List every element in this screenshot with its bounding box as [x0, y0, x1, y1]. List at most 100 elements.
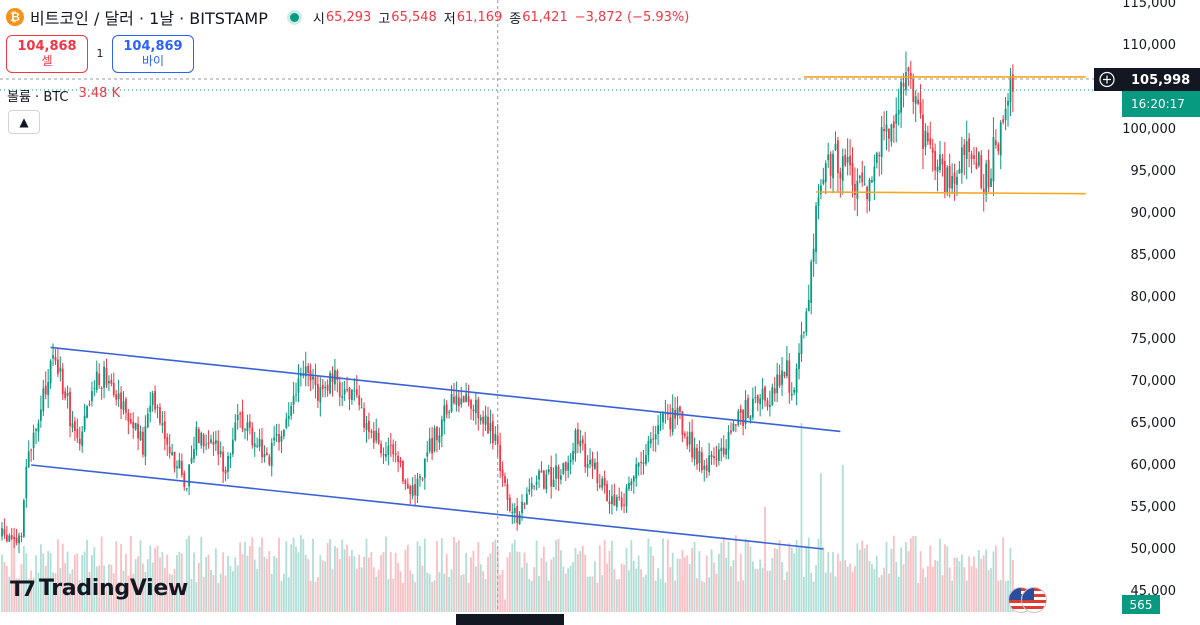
candle-body — [581, 439, 584, 444]
candle-body — [715, 458, 718, 460]
candle-body — [773, 388, 776, 394]
candle-body — [122, 401, 125, 411]
candle-body — [895, 113, 898, 124]
candle-body — [824, 163, 827, 183]
candle-body — [968, 138, 971, 152]
candle-body — [406, 483, 409, 489]
candle-body — [577, 429, 579, 445]
candle-body — [533, 485, 536, 487]
last-price-badge[interactable]: 105,998 16:20:17 — [1094, 68, 1200, 117]
level-bottom-line — [816, 191, 1086, 195]
plus-circle-icon[interactable] — [1099, 71, 1115, 88]
channel-lower-line — [31, 464, 824, 550]
candle-body — [71, 423, 74, 428]
ohlc-readout: 시 65,293 고 65,548 저 61,169 종 61,421 −3,872 (… — [313, 8, 696, 27]
candle-body — [771, 387, 774, 406]
candle-body — [652, 438, 655, 440]
candle-body — [829, 153, 832, 176]
candle-body — [659, 424, 662, 426]
candle-body — [676, 407, 679, 417]
tradingview-logo[interactable]: T7 TradingView — [10, 576, 188, 601]
candle-body — [317, 384, 319, 401]
candle-body — [713, 456, 715, 459]
channel-upper-line — [50, 346, 841, 433]
candle-body — [985, 163, 988, 195]
candle-body — [144, 426, 147, 457]
candle-body — [562, 463, 565, 474]
candle-body — [912, 79, 915, 102]
candle-body — [295, 394, 297, 396]
price-tick-label: 65,000 — [1131, 416, 1177, 431]
candle-body — [730, 430, 732, 433]
bitcoin-icon[interactable]: ₿ — [6, 8, 24, 26]
candle-body — [445, 404, 448, 415]
price-tick-label: 75,000 — [1131, 332, 1177, 347]
candle-body — [360, 407, 363, 409]
candle-body — [234, 422, 237, 441]
candle-body — [47, 382, 50, 396]
candle-body — [421, 478, 424, 480]
candle-body — [161, 422, 164, 426]
candle-body — [628, 483, 630, 489]
candle-body — [890, 124, 893, 142]
candle-body — [997, 144, 1000, 152]
logo-text: TradingView — [38, 576, 189, 601]
candle-body — [905, 72, 907, 91]
ohlc-close-key: 종 — [509, 11, 522, 27]
symbol-title[interactable]: 비트코인 / 달러 · 1날 · BITSTAMP — [30, 9, 268, 28]
candle-body — [467, 396, 470, 403]
candle-body — [348, 387, 351, 400]
candle-body — [285, 418, 288, 428]
candle-body — [438, 435, 441, 443]
buy-button[interactable]: 104,869 바이 — [112, 35, 194, 73]
candle-body — [474, 400, 477, 414]
candle-body — [484, 415, 487, 425]
sell-button[interactable]: 104,868 셀 — [6, 35, 88, 73]
volume-legend[interactable]: 볼륨 · BTC 3.48 K — [7, 86, 120, 105]
candle-body — [98, 373, 101, 386]
candle-body — [854, 183, 856, 195]
candle-body — [112, 382, 115, 396]
candle-body — [1009, 76, 1012, 103]
candle-body — [428, 438, 431, 452]
price-tick-label: 100,000 — [1122, 122, 1176, 137]
us-flag-icon-secondary[interactable] — [1021, 587, 1047, 613]
candle-body — [385, 454, 387, 457]
candle-body — [280, 435, 283, 442]
candle-body — [200, 432, 203, 446]
candle-body — [450, 394, 453, 412]
candle-body — [13, 536, 16, 540]
candle-body — [329, 373, 331, 394]
candle-body — [462, 396, 465, 403]
candle-body — [261, 439, 263, 458]
candle-body — [710, 454, 713, 458]
candle-body — [292, 395, 295, 405]
candle-body — [960, 147, 963, 173]
candle-body — [188, 464, 191, 487]
candle-body — [139, 431, 142, 441]
candle-body — [800, 334, 803, 355]
candle-body — [569, 459, 572, 463]
candle-body — [705, 465, 708, 471]
candle-body — [875, 152, 878, 163]
candle-body — [142, 431, 144, 455]
candle-body — [888, 128, 890, 139]
candle-body — [411, 485, 414, 497]
candle-body — [54, 356, 57, 361]
candle-body — [326, 384, 329, 391]
candle-body — [1011, 74, 1014, 92]
candle-body — [56, 359, 59, 374]
candle-body — [382, 453, 385, 456]
candle-body — [146, 413, 149, 428]
candle-body — [946, 167, 949, 194]
candle-body — [645, 454, 647, 464]
chevron-up-icon[interactable]: ▲ — [8, 110, 40, 134]
candle-body — [618, 496, 621, 498]
candle-body — [506, 483, 509, 500]
candle-body — [115, 394, 118, 400]
candle-body — [297, 378, 300, 393]
candle-body — [241, 411, 244, 430]
candle-body — [768, 404, 771, 407]
candle-body — [538, 471, 540, 480]
